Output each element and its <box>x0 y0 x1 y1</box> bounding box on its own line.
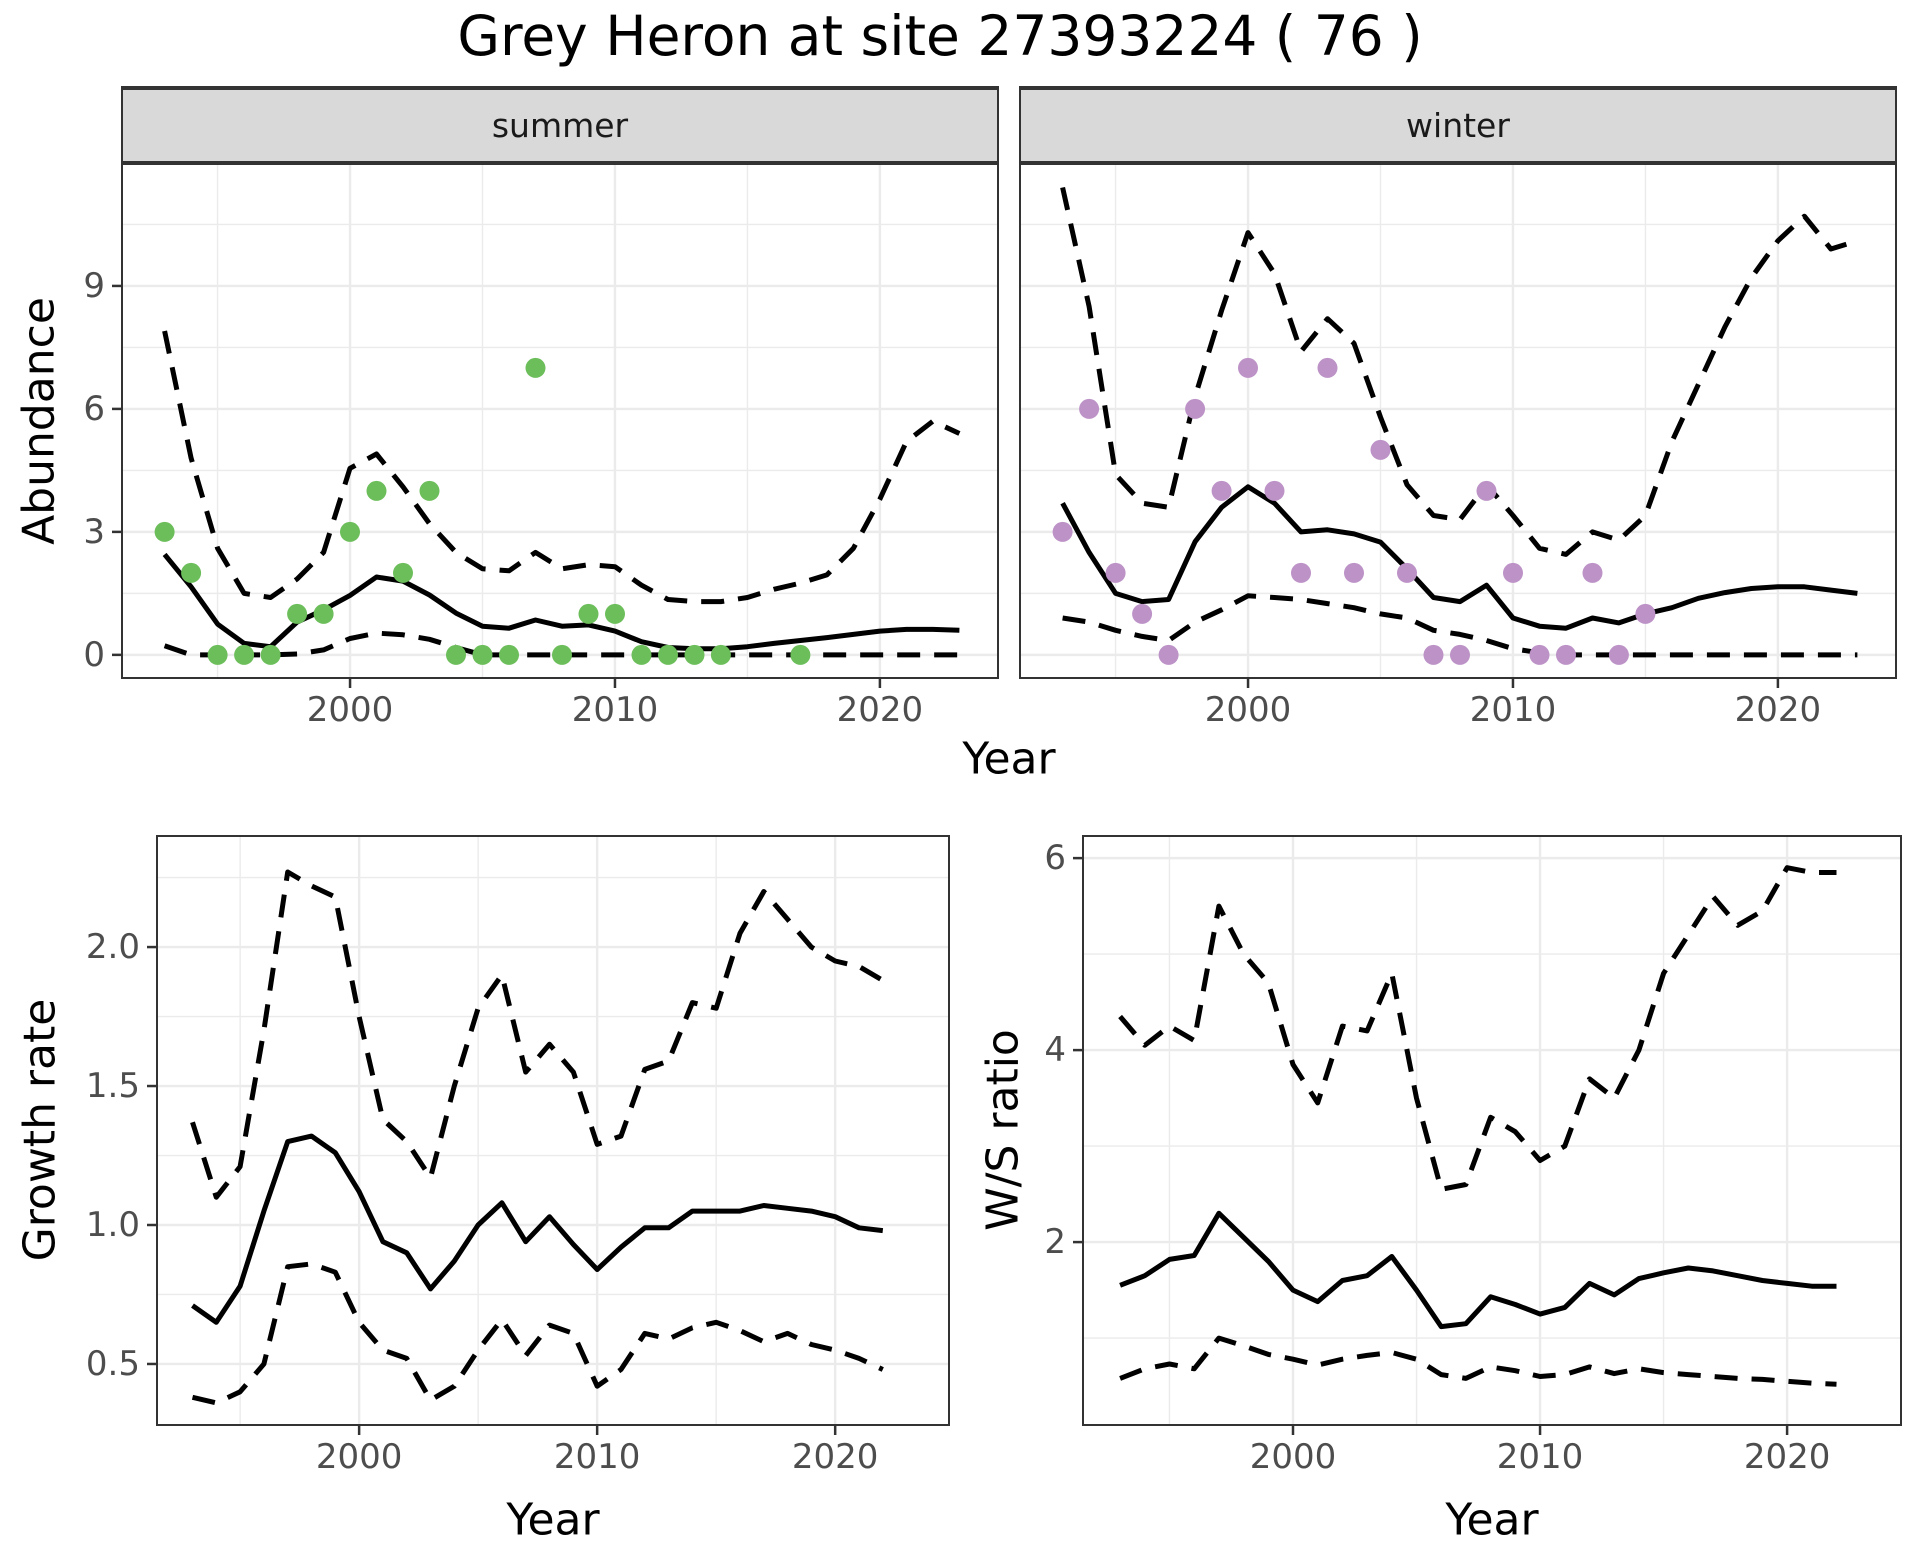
summer-observed-point <box>446 644 466 665</box>
summer-observed-point <box>790 644 811 665</box>
y-tick-label: 0 <box>83 634 105 675</box>
facet-strip-summer: summer <box>121 86 999 165</box>
summer-observed-point <box>658 644 678 665</box>
winter-observed-point <box>1344 562 1364 583</box>
growth-upper_ci-line <box>190 869 885 1200</box>
winter-observed-point <box>1211 480 1232 501</box>
winter-observed-point <box>1556 644 1576 665</box>
summer-upper_ci-line <box>162 330 961 605</box>
summer-observed-point <box>631 644 652 665</box>
y-tick-label: 1.5 <box>85 1066 140 1107</box>
winter-observed-point <box>1158 644 1179 665</box>
winter-observed-point <box>1423 644 1444 665</box>
summer-observed-point <box>181 562 202 583</box>
ws-upper_ci-line <box>1118 865 1837 1192</box>
winter-observed-point <box>1503 562 1523 583</box>
winter-observed-point <box>1079 398 1100 419</box>
growth-rate-x-axis-title: Year <box>506 1494 600 1546</box>
ws-ratio-x-axis-title: Year <box>1445 1494 1539 1546</box>
y-tick-label: 4 <box>1044 1030 1066 1071</box>
summer-median-line <box>162 552 960 652</box>
x-tick-label: 2000 <box>1204 690 1292 730</box>
x-tick-label: 2010 <box>1496 1437 1584 1477</box>
winter-observed-point <box>1397 562 1417 583</box>
winter-observed-point <box>1185 398 1206 419</box>
y-tick-label: 1.0 <box>85 1204 140 1245</box>
x-tick-label: 2010 <box>571 690 659 730</box>
winter-observed-point <box>1450 644 1470 665</box>
summer-observed-point <box>207 644 228 665</box>
winter-observed-point <box>1291 562 1311 583</box>
winter-observed-point <box>1608 644 1629 665</box>
x-tick-label: 2000 <box>315 1437 403 1477</box>
growth-rate-panel <box>147 835 950 1435</box>
summer-observed-point <box>472 644 493 665</box>
summer-observed-point <box>313 603 334 624</box>
ws-median-line <box>1119 1210 1837 1330</box>
summer-observed-point <box>419 480 440 501</box>
summer-observed-point <box>710 644 731 665</box>
growth-lower_ci-line <box>191 1261 884 1406</box>
y-tick-label: 3 <box>83 511 105 552</box>
winter-upper_ci-line <box>1060 186 1859 557</box>
winter-observed-point <box>1238 357 1258 378</box>
summer-observed-point <box>260 644 281 665</box>
abundance-winter-panel <box>1019 163 1897 688</box>
summer-observed-point <box>525 357 546 378</box>
winter-lower_ci-line <box>1062 593 1858 658</box>
winter-observed-point <box>1105 562 1126 583</box>
abundance-summer-panel <box>112 163 999 688</box>
summer-observed-point <box>393 562 413 583</box>
summer-observed-point <box>684 644 705 665</box>
ws-lower_ci-line <box>1119 1335 1837 1387</box>
winter-observed-point <box>1317 357 1338 378</box>
x-tick-label: 2020 <box>1743 1437 1831 1477</box>
winter-observed-point <box>1132 603 1153 624</box>
summer-observed-point <box>552 644 572 665</box>
y-tick-label: 2 <box>1044 1222 1066 1263</box>
y-tick-label: 9 <box>83 265 105 306</box>
y-tick-label: 2.0 <box>85 927 140 968</box>
winter-observed-point <box>1370 439 1391 460</box>
summer-observed-point <box>499 644 519 665</box>
summer-observed-point <box>154 521 175 542</box>
x-tick-label: 2000 <box>1249 1437 1337 1477</box>
y-tick-label: 6 <box>1044 838 1066 879</box>
y-tick-label: 6 <box>83 388 105 429</box>
summer-observed-point <box>366 480 387 501</box>
x-tick-label: 2010 <box>553 1437 641 1477</box>
ws-ratio-panel <box>1073 835 1902 1435</box>
winter-observed-point <box>1476 480 1497 501</box>
summer-observed-point <box>234 644 255 665</box>
winter-observed-point <box>1635 603 1656 624</box>
abundance-x-axis-title: Year <box>962 733 1056 785</box>
x-tick-label: 2020 <box>791 1437 879 1477</box>
winter-observed-point <box>1264 480 1285 501</box>
facet-strip-winter: winter <box>1019 86 1897 165</box>
x-tick-label: 2000 <box>306 690 394 730</box>
winter-median-line <box>1060 484 1858 631</box>
summer-lower_ci-line <box>163 630 960 658</box>
x-tick-label: 2020 <box>1734 690 1822 730</box>
winter-observed-point <box>1529 644 1550 665</box>
winter-observed-point <box>1582 562 1603 583</box>
facet-strip-winter-label: winter <box>1406 106 1510 145</box>
figure-title: Grey Heron at site 27393224 ( 76 ) <box>457 4 1423 68</box>
x-tick-label: 2010 <box>1469 690 1557 730</box>
facet-strip-summer-label: summer <box>491 106 629 145</box>
summer-observed-point <box>578 603 599 624</box>
growth-median-line <box>191 1133 884 1325</box>
summer-observed-point <box>287 603 308 624</box>
summer-observed-point <box>340 521 360 542</box>
summer-observed-point <box>605 603 625 624</box>
x-tick-label: 2020 <box>836 690 924 730</box>
winter-observed-point <box>1052 521 1073 542</box>
y-tick-label: 0.5 <box>85 1343 140 1384</box>
